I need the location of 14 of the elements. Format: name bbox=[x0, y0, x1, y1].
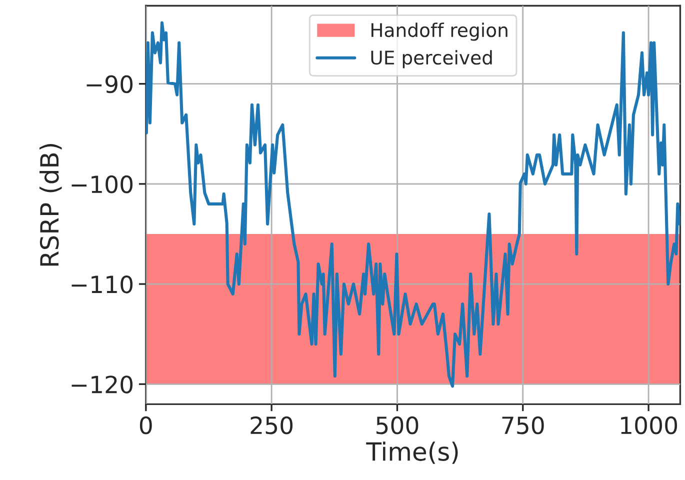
x-tick-label: 0 bbox=[140, 416, 152, 434]
x-axis-title: Time(s) bbox=[366, 442, 458, 464]
line-series bbox=[146, 21, 680, 388]
y-tick-label: −110 bbox=[72, 275, 133, 294]
legend-label: UE perceived bbox=[371, 50, 492, 68]
legend-label: Handoff region bbox=[371, 22, 508, 41]
y-tick-label: −120 bbox=[72, 376, 133, 394]
y-tick-label: −90 bbox=[86, 75, 133, 94]
x-tick-label: 250 bbox=[250, 416, 293, 434]
x-tick-label: 1000 bbox=[621, 416, 678, 434]
x-tick-label: 500 bbox=[376, 416, 418, 434]
y-tick-label: −100 bbox=[72, 175, 133, 194]
x-tick-label: 750 bbox=[502, 416, 544, 434]
y-axis-title: RSRP (dB) bbox=[39, 144, 62, 266]
